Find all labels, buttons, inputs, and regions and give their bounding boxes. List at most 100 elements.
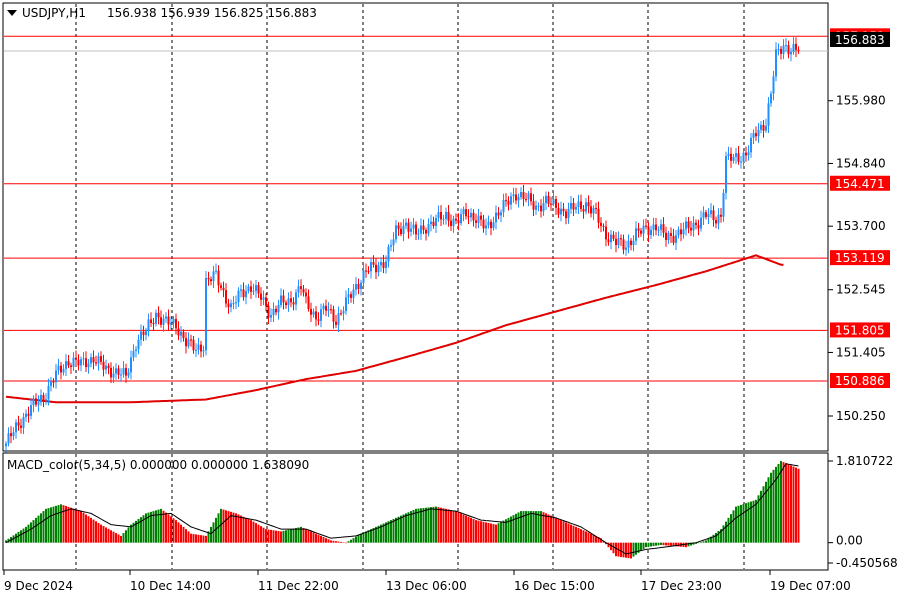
macd-bar (547, 514, 550, 543)
macd-bar (200, 535, 202, 543)
candle-body (322, 305, 325, 310)
macd-bar (632, 542, 635, 557)
macd-bar (650, 542, 652, 547)
macd-bar (280, 531, 282, 543)
macd-bar (212, 522, 215, 543)
macd-bar (60, 504, 62, 543)
macd-bar (372, 528, 375, 543)
candle-body (722, 192, 725, 217)
candle-body (325, 305, 327, 311)
macd-bar (20, 530, 22, 543)
time-tick-label: 19 Dec 07:00 (770, 579, 851, 593)
candle-body (242, 289, 245, 298)
macd-bar (225, 510, 227, 543)
macd-bar (352, 538, 355, 543)
candle-body (187, 339, 190, 347)
candle-body (62, 368, 65, 373)
candle-body (542, 203, 545, 212)
macd-pane[interactable]: 1.810722 0.00 -0.450568 MACD_color(5,34,5)… (2, 452, 898, 571)
candle-body (555, 199, 557, 208)
macd-bar (765, 481, 767, 543)
macd-bar (32, 520, 35, 543)
macd-bar (137, 518, 140, 543)
candle-body (717, 214, 720, 224)
macd-bar (95, 521, 97, 543)
macd-bar (740, 504, 742, 543)
macd-bar (385, 522, 387, 543)
candle-body (25, 413, 27, 418)
macd-bar (442, 508, 445, 543)
candle-body (660, 224, 662, 230)
candle-body (300, 286, 302, 290)
candle-body (455, 218, 457, 221)
candle-body (422, 225, 425, 230)
macd-tick-label: -0.450568 (836, 556, 898, 570)
candle-body (407, 222, 410, 232)
candle-body (460, 214, 462, 224)
dropdown-triangle-icon[interactable] (7, 10, 17, 16)
macd-bar (462, 514, 465, 543)
candle-body (627, 240, 630, 248)
macd-bar (165, 512, 167, 543)
macd-bar (470, 517, 472, 543)
candle-body (450, 220, 452, 227)
price-pane[interactable]: 155.980 154.840 153.700 152.545 151.405 150.2… (2, 2, 890, 454)
macd-bar (540, 511, 542, 543)
macd-bar (502, 520, 505, 543)
candle-body (412, 224, 415, 229)
candle-body (557, 207, 560, 215)
candle-body (277, 304, 280, 313)
candle-body (5, 443, 7, 447)
candle-body (570, 203, 572, 209)
candle-body (305, 292, 307, 297)
candle-body (730, 153, 732, 161)
candle-body (192, 339, 195, 351)
macd-bar (75, 509, 77, 543)
candle-body (492, 222, 495, 229)
candle-body (752, 133, 755, 138)
macd-bar (760, 490, 762, 543)
candle-body (227, 303, 230, 308)
macd-bar (720, 529, 722, 543)
candle-body (775, 49, 777, 77)
macd-bar (237, 514, 240, 543)
macd-bar (367, 530, 370, 543)
macd-bar (157, 509, 160, 543)
candle-body (22, 417, 25, 428)
candle-body (742, 152, 745, 162)
macd-bar (737, 505, 740, 543)
macd-bar (485, 522, 487, 543)
macd-bar (195, 534, 197, 543)
candle-body (532, 201, 535, 210)
time-tick-label: 17 Dec 23:00 (641, 579, 722, 593)
macd-bar (767, 477, 770, 543)
candle-body (797, 49, 800, 52)
macd-bar (715, 532, 717, 543)
macd-bar (527, 511, 530, 543)
macd-bar (240, 515, 242, 543)
macd-bar (312, 532, 315, 543)
candle-body (250, 286, 252, 292)
macd-bar (530, 511, 532, 543)
macd-bar (82, 512, 85, 543)
candle-body (490, 221, 492, 229)
candle-body (757, 129, 760, 137)
candle-body (30, 405, 32, 416)
candle-body (355, 284, 357, 290)
macd-bar (135, 520, 137, 543)
macd-bar (125, 530, 127, 543)
macd-bar (787, 464, 790, 543)
candle-body (167, 316, 170, 325)
candle-body (720, 214, 722, 217)
macd-bar (505, 519, 507, 543)
candle-body (190, 339, 192, 341)
candle-body (17, 422, 20, 426)
level-tag-label: 154.471 (835, 177, 885, 191)
current-price-tag: 156.883 (830, 32, 890, 47)
macd-bar (782, 462, 785, 543)
candle-body (302, 289, 305, 293)
macd-bar (560, 520, 562, 543)
macd-bar (105, 527, 107, 543)
candle-body (77, 359, 80, 366)
